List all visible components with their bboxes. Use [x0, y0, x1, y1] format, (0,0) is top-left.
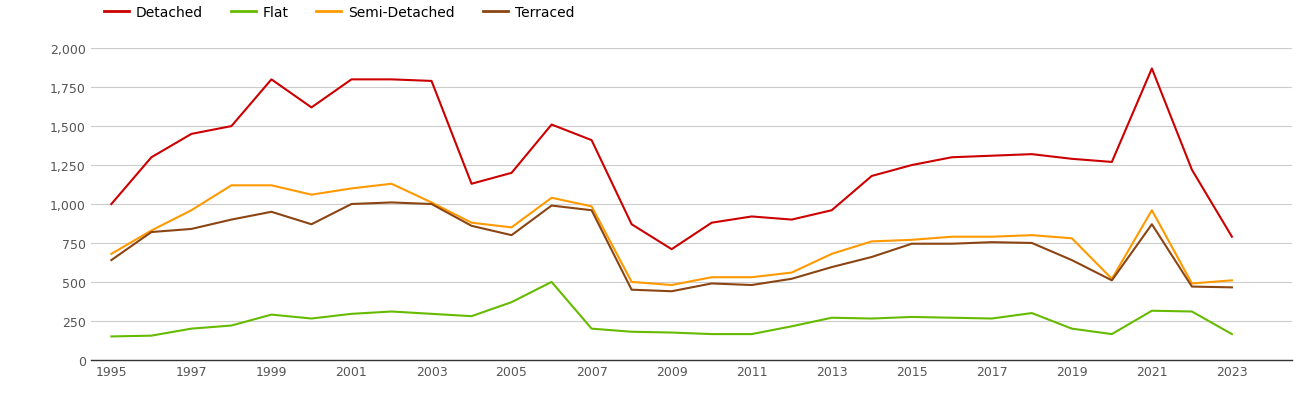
Legend: Detached, Flat, Semi-Detached, Terraced: Detached, Flat, Semi-Detached, Terraced	[98, 0, 579, 25]
